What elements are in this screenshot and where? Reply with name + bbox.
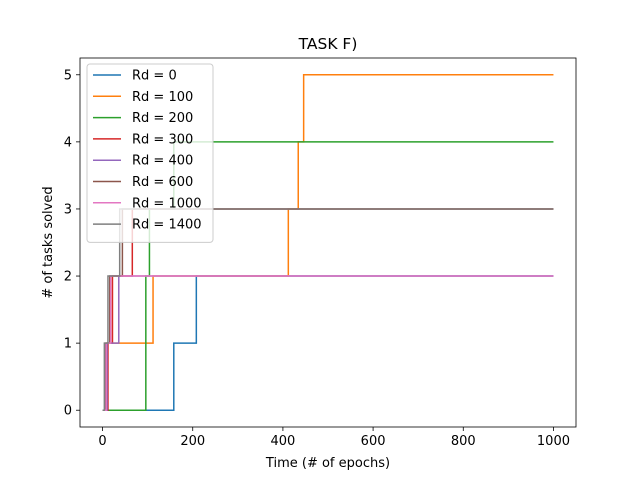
- x-axis-label: Time (# of epochs): [265, 456, 390, 471]
- legend-box: [86, 63, 214, 243]
- y-axis-label: # of tasks solved: [41, 186, 56, 298]
- x-tick-label: 600: [361, 434, 386, 449]
- y-tick-label: 3: [64, 202, 72, 217]
- y-tick-label: 4: [64, 135, 72, 150]
- x-tick-label: 200: [180, 434, 205, 449]
- legend-label: Rd = 300: [132, 132, 193, 147]
- y-tick-label: 2: [64, 270, 72, 285]
- legend-label: Rd = 600: [132, 175, 193, 190]
- legend-label: Rd = 1000: [132, 196, 202, 211]
- chart-title: TASK F): [298, 35, 358, 53]
- x-tick-label: 0: [98, 434, 106, 449]
- series-line-4: [102, 275, 554, 411]
- y-tick-label: 0: [64, 404, 72, 419]
- series-line-6: [102, 275, 554, 411]
- legend-label: Rd = 200: [132, 111, 193, 126]
- series-line-0: [102, 275, 554, 411]
- legend-label: Rd = 400: [132, 154, 193, 169]
- legend: Rd = 0 Rd = 100 Rd = 200 Rd = 300 Rd = 400 Rd…: [86, 63, 214, 243]
- x-tick-label: 400: [270, 434, 295, 449]
- legend-label: Rd = 0: [132, 69, 177, 84]
- legend-label: Rd = 100: [132, 90, 193, 105]
- plot-frame: [79, 57, 577, 428]
- y-tick-label: 5: [64, 68, 72, 83]
- x-tick-label: 800: [451, 434, 476, 449]
- x-tick-label: 1000: [537, 434, 570, 449]
- legend-label: Rd = 1400: [132, 218, 202, 233]
- y-tick-label: 1: [64, 337, 72, 352]
